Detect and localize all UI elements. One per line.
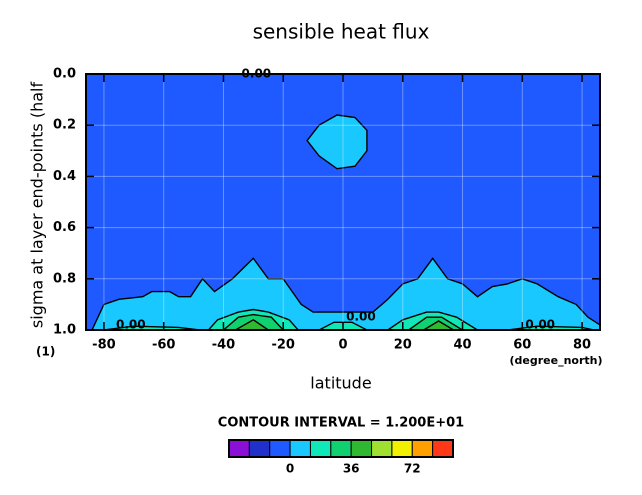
contour-region [91,257,600,330]
y-axis-label: sigma at layer end-points (half [28,82,47,329]
x-tick-label: 0 [338,338,347,353]
x-tick-label: 40 [453,338,471,353]
x-tick-label: 60 [513,338,531,353]
chart-title: sensible heat flux [253,20,430,44]
y-tick-label: 0.4 [53,169,76,184]
colorbar-frame [228,439,454,458]
contour-region [422,320,455,330]
colorbar-tick-label: 72 [404,462,421,476]
colorbar-box [289,439,311,458]
colorbar-box [432,439,454,458]
x-axis-label: latitude [310,374,371,393]
y-tick-label: 0.0 [53,67,76,82]
colorbar-box [391,439,413,458]
y-tick-label: 0.2 [53,118,76,133]
x-tick-label: -60 [152,338,176,353]
contour-label: 0.00 [116,317,146,331]
colorbar-box [330,439,352,458]
contour-interval: CONTOUR INTERVAL = 1.200E+01 [218,416,464,431]
x-tick-label: 20 [394,338,412,353]
x-tick-label: -80 [92,338,116,353]
colorbar-box [248,439,271,458]
colorbar-box [411,439,434,458]
y-tick-label: 1.0 [53,323,76,338]
colorbar-box [350,439,373,458]
y-tick-label: 0.6 [53,220,76,235]
colorbar-box [371,439,393,458]
x-tick-label: -20 [271,338,295,353]
colorbar-box [269,439,291,458]
x-tick-label: -40 [212,338,236,353]
colorbar-tick-label: 36 [343,462,360,476]
colorbar-box [228,439,250,458]
x-tick-label: 80 [573,338,591,353]
contour-region [233,318,270,330]
colorbar-tick-label: 0 [286,462,294,476]
contour-region [306,114,368,170]
colorbar-box [309,439,332,458]
y-tick-label: 0.8 [53,271,76,286]
contour-label: 0.00 [525,317,555,331]
contour-label: 0.00 [346,310,376,324]
y-axis-unit: (1) [36,345,55,359]
x-axis-unit: (degree_north) [509,354,602,367]
